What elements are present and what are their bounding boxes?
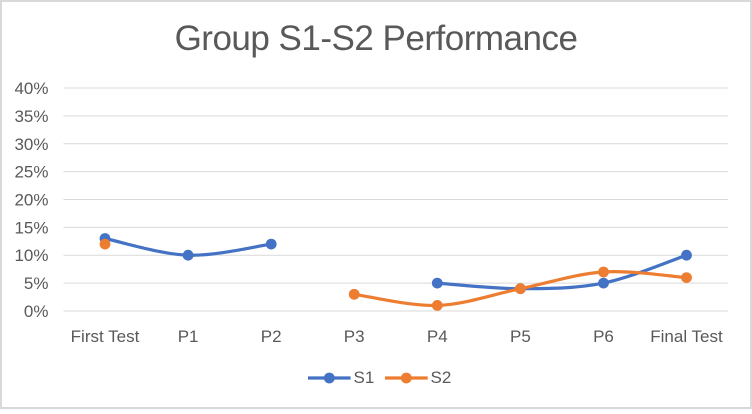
svg-text:10%: 10% (14, 246, 48, 265)
svg-text:15%: 15% (14, 218, 48, 237)
svg-text:P1: P1 (178, 327, 199, 346)
svg-text:30%: 30% (14, 135, 48, 154)
svg-text:0%: 0% (24, 302, 49, 321)
svg-text:5%: 5% (24, 274, 49, 293)
svg-text:P3: P3 (344, 327, 365, 346)
svg-text:First Test: First Test (71, 327, 140, 346)
svg-text:Group S1-S2 Performance: Group S1-S2 Performance (175, 19, 578, 58)
svg-text:S2: S2 (431, 368, 452, 387)
svg-text:P5: P5 (510, 327, 531, 346)
svg-text:P4: P4 (427, 327, 448, 346)
svg-text:P2: P2 (261, 327, 282, 346)
svg-text:Final Test: Final Test (650, 327, 723, 346)
svg-text:35%: 35% (14, 107, 48, 126)
svg-text:P6: P6 (593, 327, 614, 346)
svg-text:S1: S1 (354, 368, 375, 387)
svg-text:40%: 40% (14, 79, 48, 98)
svg-text:25%: 25% (14, 163, 48, 182)
svg-text:20%: 20% (14, 191, 48, 210)
